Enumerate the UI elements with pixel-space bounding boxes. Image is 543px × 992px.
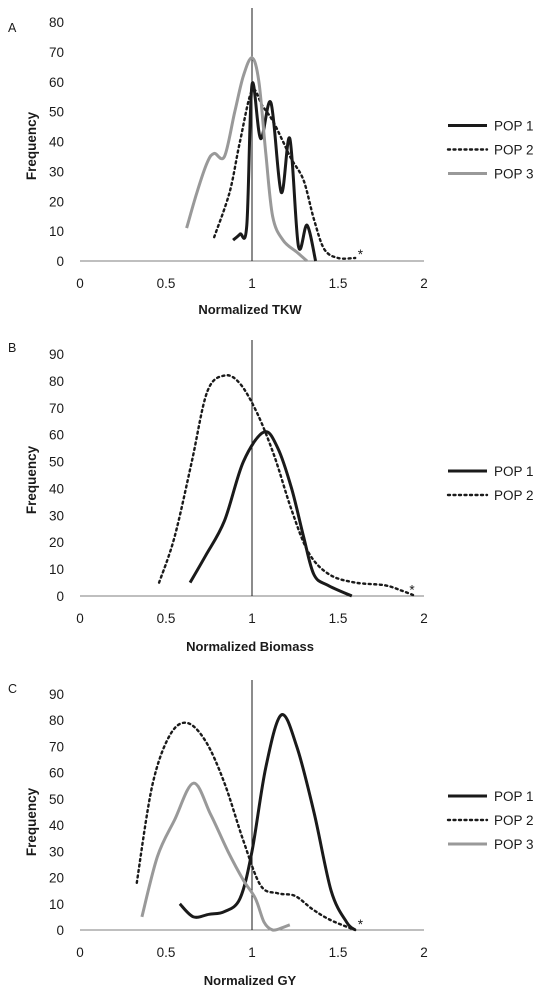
y-tick-label: 20 <box>49 871 64 886</box>
panel-label: A <box>8 21 17 35</box>
panel-label: B <box>8 341 16 355</box>
y-tick-label: 80 <box>49 713 64 728</box>
x-tick-label: 0.5 <box>157 945 176 960</box>
y-tick-label: 60 <box>49 766 64 781</box>
series-line <box>157 374 417 598</box>
y-tick-label: 60 <box>49 75 64 90</box>
x-axis-title: Normalized Biomass <box>186 639 314 654</box>
y-tick-label: 40 <box>49 818 64 833</box>
panel-a: A 0 10 20 30 40 50 60 70 80 0 0.5 1 1.5 2 * POP 1 POP 2 P… <box>8 8 534 317</box>
y-tick-label: 50 <box>49 455 64 470</box>
y-tick-label: 70 <box>49 739 64 754</box>
legend-label: POP 3 <box>494 167 534 182</box>
y-tick-label: 50 <box>49 792 64 807</box>
series-line <box>188 430 353 598</box>
x-tick-label: 1.5 <box>329 276 348 291</box>
annotation-asterisk: * <box>409 583 415 598</box>
series-line <box>232 81 318 262</box>
x-tick-label: 0.5 <box>157 611 176 626</box>
y-axis-title: Frequency <box>24 445 39 514</box>
legend-label: POP 1 <box>494 464 534 479</box>
series-line <box>185 56 308 263</box>
legend-label: POP 3 <box>494 837 534 852</box>
series-line <box>213 88 357 260</box>
panel-b-plot: 0 10 20 30 40 50 60 70 80 90 0 0.5 1 1.5 2 * POP 1 POP 2 <box>49 340 534 626</box>
annotation-asterisk: * <box>358 917 364 932</box>
panel-c: C 0 10 20 30 40 50 60 70 80 90 0 0.5 1 1.5 2 * POP 1 POP … <box>8 680 534 988</box>
legend-label: POP 2 <box>494 813 534 828</box>
y-tick-label: 0 <box>56 254 64 269</box>
y-tick-label: 10 <box>49 897 64 912</box>
x-tick-label: 0 <box>76 276 84 291</box>
y-tick-label: 80 <box>49 374 64 389</box>
y-tick-label: 0 <box>56 923 64 938</box>
panel-b: B 0 10 20 30 40 50 60 70 80 90 0 0.5 1 1.5 2 * POP 1 POP … <box>8 340 534 654</box>
x-tick-label: 0 <box>76 945 84 960</box>
series-line <box>135 721 357 932</box>
y-tick-label: 30 <box>49 164 64 179</box>
x-axis-title: Normalized TKW <box>198 302 302 317</box>
y-tick-label: 20 <box>49 535 64 550</box>
y-tick-label: 30 <box>49 508 64 523</box>
y-tick-label: 90 <box>49 687 64 702</box>
y-tick-label: 40 <box>49 481 64 496</box>
legend-label: POP 1 <box>494 789 534 804</box>
y-tick-label: 20 <box>49 194 64 209</box>
y-tick-label: 70 <box>49 45 64 60</box>
legend-label: POP 2 <box>494 143 534 158</box>
x-tick-label: 2 <box>420 945 428 960</box>
legend-label: POP 2 <box>494 488 534 503</box>
y-tick-label: 40 <box>49 135 64 150</box>
series-line <box>140 781 291 932</box>
y-tick-label: 80 <box>49 15 64 30</box>
x-tick-label: 0.5 <box>157 276 176 291</box>
x-tick-label: 1 <box>248 945 256 960</box>
y-tick-label: 10 <box>49 224 64 239</box>
y-tick-label: 70 <box>49 401 64 416</box>
legend-label: POP 1 <box>494 119 534 134</box>
y-axis-title: Frequency <box>24 787 39 856</box>
x-tick-label: 2 <box>420 611 428 626</box>
panel-label: C <box>8 682 17 696</box>
panel-c-plot: 0 10 20 30 40 50 60 70 80 90 0 0.5 1 1.5 2 * POP 1 POP 2 P… <box>49 680 534 960</box>
x-tick-label: 1.5 <box>329 611 348 626</box>
y-tick-label: 30 <box>49 844 64 859</box>
series-line <box>178 713 357 932</box>
y-tick-label: 0 <box>56 589 64 604</box>
y-tick-label: 50 <box>49 105 64 120</box>
panel-a-plot: 0 10 20 30 40 50 60 70 80 0 0.5 1 1.5 2 * POP 1 POP 2 POP… <box>49 8 534 291</box>
x-tick-label: 1 <box>248 611 256 626</box>
y-tick-label: 10 <box>49 562 64 577</box>
y-tick-label: 90 <box>49 347 64 362</box>
x-axis-title: Normalized GY <box>204 973 297 988</box>
y-axis-title: Frequency <box>24 111 39 180</box>
x-tick-label: 2 <box>420 276 428 291</box>
annotation-asterisk: * <box>358 247 364 262</box>
y-tick-label: 60 <box>49 428 64 443</box>
x-tick-label: 0 <box>76 611 84 626</box>
x-tick-label: 1 <box>248 276 256 291</box>
x-tick-label: 1.5 <box>329 945 348 960</box>
